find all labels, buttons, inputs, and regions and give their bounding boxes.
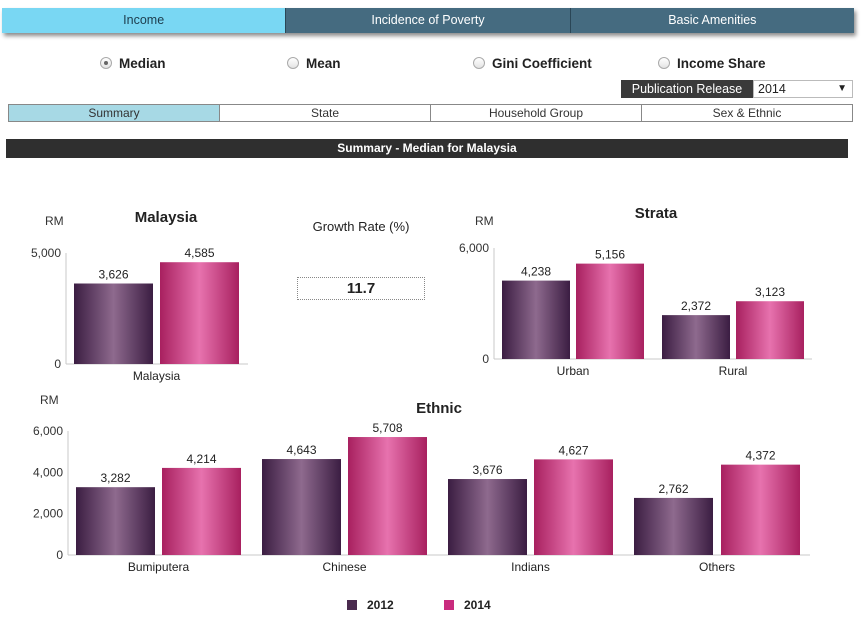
bar-2014-others [721, 464, 800, 555]
bar-value-label: 3,626 [98, 268, 128, 282]
radio-median[interactable]: Median [100, 55, 166, 71]
radio-unchecked-icon[interactable] [287, 57, 299, 69]
tab-summary[interactable]: Summary [9, 105, 220, 121]
y-tick-label: 0 [54, 357, 61, 371]
growth-rate-label: Growth Rate (%) [312, 219, 410, 234]
strata-unit-label: RM [475, 214, 494, 228]
y-tick-label: 5,000 [31, 246, 61, 260]
legend-label-2012: 2012 [367, 598, 394, 612]
tab-incidence-of-poverty[interactable]: Incidence of Poverty [286, 8, 571, 33]
bar-2014-chinese [348, 437, 427, 555]
y-tick-label: 0 [56, 548, 63, 562]
radio-median-label: Median [119, 55, 166, 71]
bar-2014-indians [534, 459, 613, 555]
radio-income-share-label: Income Share [677, 55, 766, 71]
bar-2014-urban [576, 263, 644, 359]
bar-2012-bumiputera [76, 487, 155, 555]
tab-household-group[interactable]: Household Group [431, 105, 642, 121]
bar-value-label: 3,123 [755, 285, 785, 299]
malaysia-chart-title: Malaysia [134, 209, 198, 226]
x-tick-label: Others [699, 560, 735, 574]
bar-value-label: 5,156 [595, 248, 625, 262]
ethnic-chart: 0 2,000 4,000 6,000 3,282 4,214 Bumiputera 4,64… [33, 421, 810, 574]
bar-value-label: 4,585 [184, 246, 214, 260]
bar-value-label: 2,372 [681, 299, 711, 313]
y-tick-label: 6,000 [459, 241, 489, 255]
bar-2012-urban [502, 280, 570, 359]
radio-gini-label: Gini Coefficient [492, 55, 592, 71]
ethnic-chart-title: Ethnic [416, 400, 462, 417]
y-tick-label: 4,000 [33, 465, 63, 479]
legend-item-2012: 2012 [347, 598, 394, 612]
ethnic-unit-label: RM [40, 393, 59, 407]
x-tick-label: Urban [557, 364, 590, 378]
y-tick-label: 0 [482, 352, 489, 366]
x-tick-label: Rural [719, 364, 748, 378]
publication-year-select[interactable]: 2014 ▼ [753, 80, 853, 98]
top-tab-bar: Income Incidence of Poverty Basic Amenit… [2, 8, 854, 33]
x-tick-label: Bumiputera [128, 560, 190, 574]
publication-year-value: 2014 [758, 82, 786, 96]
radio-mean-label: Mean [306, 55, 341, 71]
tab-income[interactable]: Income [2, 8, 287, 33]
bar-value-label: 3,676 [472, 463, 502, 477]
radio-unchecked-icon[interactable] [473, 57, 485, 69]
malaysia-chart: 0 5,000 3,626 4,585 Malaysia [31, 246, 248, 383]
x-tick-label: Chinese [322, 560, 366, 574]
tab-sex-ethnic[interactable]: Sex & Ethnic [642, 105, 852, 121]
x-tick-label: Malaysia [133, 369, 181, 383]
legend-swatch-2012 [347, 600, 357, 610]
bar-value-label: 4,238 [521, 265, 551, 279]
dropdown-arrow-icon: ▼ [837, 83, 847, 94]
legend-label-2014: 2014 [464, 598, 491, 612]
y-tick-label: 6,000 [33, 424, 63, 438]
bar-value-label: 5,708 [372, 421, 402, 435]
legend-item-2014: 2014 [444, 598, 491, 612]
bar-2012-malaysia [74, 283, 153, 364]
growth-rate-value: 11.7 [297, 277, 425, 300]
sub-tab-bar: Summary State Household Group Sex & Ethn… [8, 104, 853, 122]
section-title: Summary - Median for Malaysia [6, 139, 848, 158]
bar-value-label: 2,762 [658, 482, 688, 496]
radio-checked-icon[interactable] [100, 57, 112, 69]
y-tick-label: 2,000 [33, 507, 63, 521]
x-tick-label: Indians [511, 560, 550, 574]
radio-income-share[interactable]: Income Share [658, 55, 766, 71]
radio-gini-coefficient[interactable]: Gini Coefficient [473, 55, 592, 71]
strata-chart-title: Strata [634, 205, 678, 222]
bar-value-label: 4,643 [286, 443, 316, 457]
radio-mean[interactable]: Mean [287, 55, 341, 71]
bar-value-label: 4,627 [558, 443, 588, 457]
bar-2014-malaysia [160, 262, 239, 364]
bar-2012-others [634, 497, 713, 555]
bar-value-label: 4,372 [745, 449, 775, 463]
tab-basic-amenities[interactable]: Basic Amenities [570, 8, 854, 33]
publication-release-label: Publication Release [621, 80, 753, 98]
bar-2012-indians [448, 479, 527, 555]
bar-value-label: 4,214 [186, 452, 216, 466]
bar-value-label: 3,282 [100, 471, 130, 485]
malaysia-unit-label: RM [45, 214, 64, 228]
strata-chart: 0 6,000 4,238 5,156 Urban 2,372 3,123 Rural [459, 241, 812, 378]
radio-unchecked-icon[interactable] [658, 57, 670, 69]
legend-swatch-2014 [444, 600, 454, 610]
tab-state[interactable]: State [220, 105, 431, 121]
bar-2014-bumiputera [162, 467, 241, 555]
bar-2014-rural [736, 301, 804, 359]
bar-2012-chinese [262, 459, 341, 555]
bar-2012-rural [662, 315, 730, 359]
